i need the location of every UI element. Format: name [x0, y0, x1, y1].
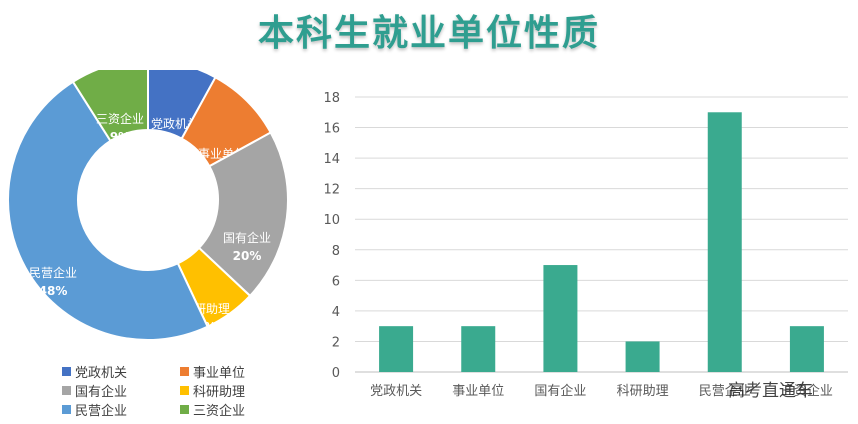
legend-label: 三资企业	[193, 404, 246, 419]
pie-slice	[7, 80, 209, 341]
pie-slice	[197, 131, 289, 298]
legend-label: 国有企业	[75, 385, 128, 400]
y-tick-label: 18	[323, 91, 340, 106]
bar	[461, 326, 496, 372]
bar	[543, 265, 578, 372]
x-tick-label: 科研助理	[617, 384, 669, 399]
legend-item: 事业单位	[180, 362, 298, 381]
x-tick-label: 民营企业	[699, 383, 751, 399]
x-tick-label: 国有企业	[534, 383, 586, 399]
legend-swatch	[180, 367, 189, 376]
y-tick-label: 14	[323, 152, 340, 167]
y-tick-label: 4	[332, 305, 340, 320]
legend-item: 三资企业	[180, 400, 298, 419]
y-tick-label: 6	[332, 274, 340, 289]
chart-title: 本科生就业单位性质	[257, 13, 600, 54]
legend-item: 党政机关	[62, 362, 180, 381]
pie-slice-value: 9%	[110, 130, 130, 144]
legend-item: 国有企业	[62, 381, 180, 400]
bar	[625, 341, 660, 372]
y-tick-label: 8	[332, 244, 340, 259]
legend-swatch	[62, 405, 71, 414]
y-tick-label: 2	[332, 335, 340, 350]
y-tick-label: 0	[332, 366, 340, 381]
bar	[379, 326, 414, 372]
y-tick-label: 12	[323, 183, 340, 198]
legend-label: 事业单位	[193, 366, 246, 381]
legend-swatch	[180, 405, 189, 414]
legend-label: 党政机关	[75, 366, 128, 381]
pie-slice-value: 20%	[233, 249, 262, 263]
pie-legend: 党政机关 事业单位国有企业 科研助理民营企业 三资企业	[62, 362, 302, 419]
watermark-text: 高考直通车	[728, 381, 813, 401]
legend-item: 民营企业	[62, 400, 180, 419]
bar-chart: 0 2 4 6 8 10 12 14 16 18 党政机关 事业单位 国有企业 科研助理 民营企业 三资企业	[323, 91, 848, 399]
bar	[789, 326, 824, 372]
legend-label: 民营企业	[75, 404, 128, 419]
legend-item: 科研助理	[180, 381, 298, 400]
x-tick-label: 三资企业	[781, 383, 833, 399]
pie-slice-label: 国有企业	[223, 230, 271, 245]
legend-swatch	[180, 386, 189, 395]
pie-slice-value: 8%	[165, 135, 185, 149]
y-tick-label: 16	[323, 122, 340, 137]
bar	[707, 112, 742, 373]
y-tick-label: 10	[323, 213, 340, 228]
legend-label: 科研助理	[193, 385, 246, 400]
pie-slice	[71, 70, 149, 143]
pie-slice-label: 民营企业	[29, 265, 77, 280]
x-tick-label: 党政机关	[370, 384, 422, 399]
pie-slice-label: 三资企业	[96, 111, 144, 126]
x-tick-label: 事业单位	[452, 384, 504, 399]
pie-slice-value: 48%	[39, 284, 68, 298]
legend-swatch	[62, 367, 71, 376]
legend-swatch	[62, 386, 71, 395]
